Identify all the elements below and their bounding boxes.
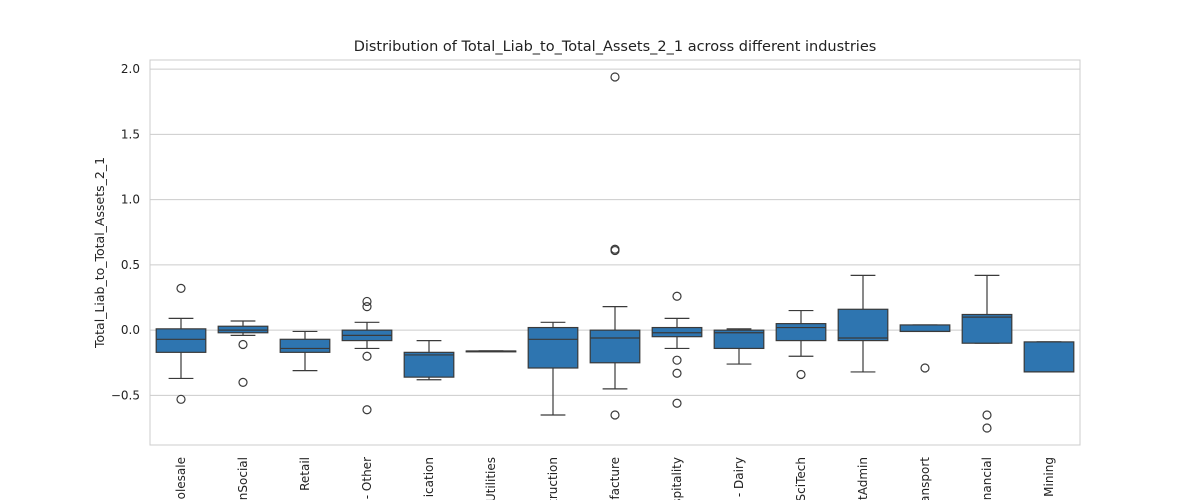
x-tick-label: Mining <box>1042 457 1056 497</box>
box-iqr <box>589 329 641 364</box>
box-iqr <box>651 326 703 338</box>
box-iqr <box>961 313 1013 344</box>
box-iqr <box>713 329 765 350</box>
y-axis-label: Total_Liab_to_Total_Assets_2_1 <box>92 157 107 349</box>
x-tick-label: - Other <box>360 457 374 499</box>
x-tick-label: ication <box>422 457 436 497</box>
x-axis-ticks: olesale nSocial Retail - Other ication Utilit… <box>174 457 1056 500</box>
x-tick-label: - Dairy <box>732 457 746 497</box>
box-iqr <box>775 323 827 342</box>
outlier-point <box>672 291 682 301</box>
outlier-point <box>362 351 372 361</box>
box-13 <box>961 274 1013 433</box>
y-tick-label: 1.5 <box>121 127 140 141</box>
x-tick-label: ansport <box>918 457 932 500</box>
outlier-point <box>362 302 372 312</box>
outlier-point <box>610 410 620 420</box>
box-iqr <box>217 325 269 334</box>
box-14 <box>1023 341 1075 373</box>
outlier-point <box>362 296 372 307</box>
box-iqr <box>1023 341 1075 373</box>
chart-title: Distribution of Total_Liab_to_Total_Asse… <box>354 39 877 55</box>
outlier-point <box>238 339 248 350</box>
outlier-point <box>982 410 992 420</box>
box-iqr <box>403 351 455 378</box>
y-tick-label: 1.0 <box>121 193 140 207</box>
outlier-point <box>176 283 186 293</box>
box-4 <box>403 339 455 381</box>
y-tick-label: 2.0 <box>121 62 140 76</box>
x-tick-label: spitality <box>670 457 684 500</box>
plot-area <box>149 59 1081 446</box>
box-2 <box>279 330 331 372</box>
x-tick-label: facture <box>608 457 622 500</box>
boxes-group <box>155 72 1075 433</box>
x-tick-label: truction <box>546 457 560 500</box>
y-tick-label: 0.0 <box>121 323 140 337</box>
box-iqr <box>279 338 331 353</box>
x-tick-label: tAdmin <box>856 457 870 500</box>
box-11 <box>837 274 889 373</box>
box-3 <box>341 296 393 415</box>
outlier-point <box>238 377 248 387</box>
x-tick-label: Retail <box>298 457 312 491</box>
x-tick-label: nancial <box>980 457 994 500</box>
outlier-point <box>610 245 620 256</box>
outlier-point <box>672 355 682 365</box>
y-axis-ticks: −0.5 0.0 0.5 1.0 1.5 2.0 <box>111 62 140 402</box>
outlier-point <box>672 368 682 378</box>
box-0 <box>155 283 207 404</box>
box-6 <box>527 321 579 416</box>
y-gridlines <box>150 68 1080 396</box>
outlier-point <box>920 363 930 373</box>
outlier-point <box>796 369 806 380</box>
box-7 <box>589 72 641 420</box>
box-5 <box>465 350 517 353</box>
outlier-point <box>362 405 372 415</box>
box-iqr <box>527 326 579 369</box>
outlier-point <box>610 72 620 82</box>
box-10 <box>775 309 827 380</box>
outlier-point <box>982 423 992 433</box>
x-tick-label: Utilities <box>484 457 498 500</box>
box-iqr <box>155 328 207 353</box>
x-tick-label: olesale <box>174 457 188 499</box>
box-iqr <box>837 308 889 342</box>
x-tick-label: SciTech <box>794 457 808 500</box>
y-tick-label: −0.5 <box>111 388 140 402</box>
box-8 <box>651 291 703 408</box>
box-9 <box>713 328 765 365</box>
outlier-point <box>176 394 186 404</box>
outlier-point <box>672 398 682 408</box>
x-tick-label: nSocial <box>236 457 250 500</box>
box-iqr <box>899 324 951 333</box>
box-1 <box>217 320 269 387</box>
y-tick-label: 0.5 <box>121 258 140 272</box>
box-12 <box>899 324 951 373</box>
